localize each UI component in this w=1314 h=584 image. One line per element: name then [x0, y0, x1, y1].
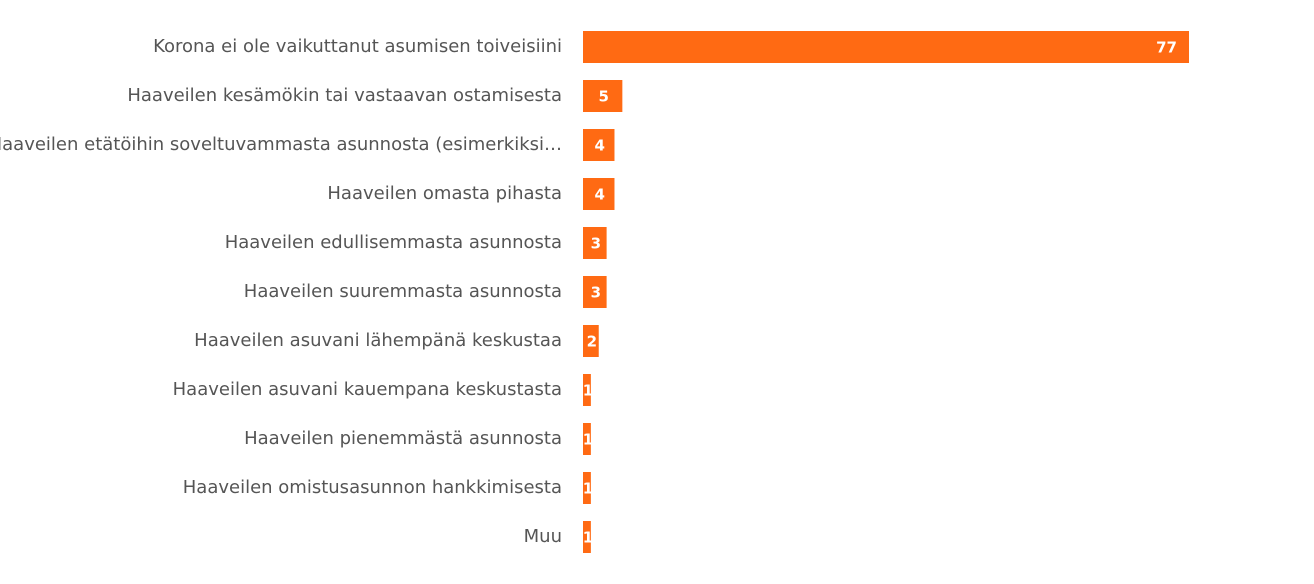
value-label: 2 — [587, 333, 597, 351]
category-label: Haaveilen kesämökin tai vastaavan ostami… — [127, 85, 562, 106]
bar — [583, 276, 607, 308]
category-label: Haaveilen omasta pihasta — [327, 183, 562, 204]
value-label: 1 — [583, 431, 593, 449]
value-label: 4 — [595, 186, 605, 204]
value-label: 1 — [583, 480, 593, 498]
bar — [583, 129, 615, 161]
value-label: 77 — [1156, 39, 1177, 57]
category-label: Haaveilen omistusasunnon hankkimisesta — [183, 477, 562, 498]
value-label: 1 — [583, 529, 593, 547]
bar — [583, 374, 591, 406]
category-label: Korona ei ole vaikuttanut asumisen toive… — [153, 36, 562, 57]
category-label: Haaveilen asuvani lähempänä keskustaa — [194, 330, 562, 351]
bar — [583, 423, 591, 455]
bar — [583, 227, 607, 259]
value-label: 5 — [598, 88, 608, 106]
bar — [583, 31, 1189, 63]
value-label: 3 — [591, 284, 601, 302]
value-label: 1 — [583, 382, 593, 400]
category-label: Haaveilen suuremmasta asunnosta — [244, 281, 562, 302]
bar — [583, 472, 591, 504]
bar — [583, 521, 591, 553]
category-label: Haaveilen edullisemmasta asunnosta — [225, 232, 562, 253]
bar — [583, 178, 615, 210]
category-label: Muu — [524, 526, 562, 547]
bar — [583, 80, 623, 112]
value-label: 4 — [595, 137, 605, 155]
bar — [583, 325, 599, 357]
category-label: Haaveilen asuvani kauempana keskustasta — [173, 379, 562, 400]
category-label: Haaveilen pienemmästä asunnosta — [244, 428, 562, 449]
value-label: 3 — [591, 235, 601, 253]
category-label: Haaveilen etätöihin soveltuvammasta asun… — [0, 134, 562, 155]
